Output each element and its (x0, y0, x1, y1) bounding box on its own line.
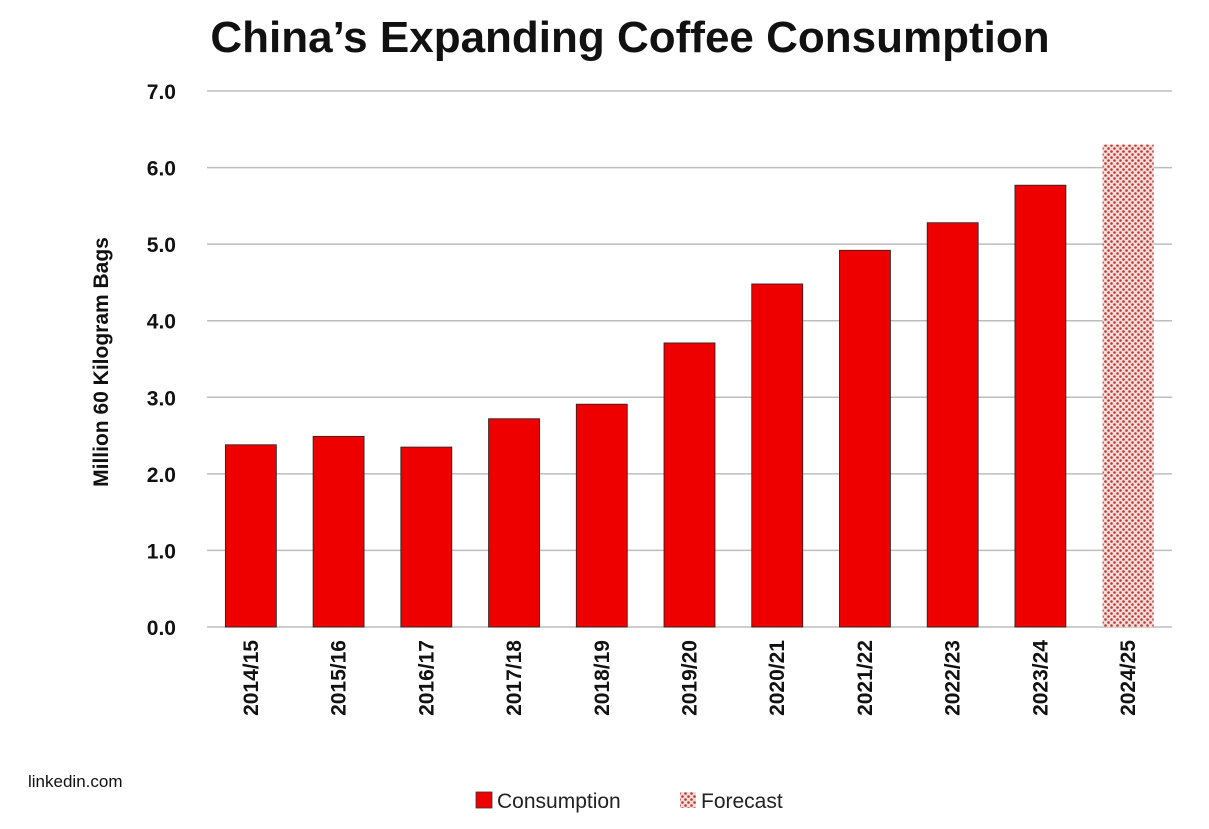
bar-consumption (663, 342, 716, 628)
y-tick-label: 3.0 (147, 387, 176, 410)
bars (224, 144, 1154, 628)
legend-label-consumption: Consumption (497, 790, 621, 813)
legend-swatch-forecast (680, 792, 696, 808)
x-tick-label: 2021/22 (854, 640, 877, 716)
x-tick-label: 2015/16 (328, 640, 351, 716)
y-axis-label: Million 60 Kilogram Bags (90, 237, 113, 487)
bar-consumption (839, 249, 891, 628)
x-tick-label: 2016/17 (415, 640, 438, 716)
bar-consumption (575, 403, 628, 628)
x-tick-label: 2020/21 (766, 640, 789, 716)
x-tick-label: 2024/25 (1117, 640, 1140, 716)
y-tick-label: 7.0 (147, 81, 176, 104)
legend: Consumption Forecast (475, 790, 783, 813)
x-axis-ticks: 2014/15 2015/16 2016/17 2017/18 2018/19 2019/… (240, 640, 1140, 716)
bar-consumption (926, 222, 979, 628)
x-tick-label: 2017/18 (503, 640, 526, 716)
y-tick-label: 2.0 (147, 464, 176, 487)
bar-consumption (488, 418, 540, 628)
source-label: linkedin.com (28, 772, 123, 791)
bar-forecast (1102, 144, 1154, 627)
y-tick-label: 4.0 (147, 311, 176, 334)
x-tick-label: 2014/15 (240, 640, 263, 716)
bar-consumption (1014, 184, 1067, 628)
y-tick-label: 1.0 (147, 540, 176, 563)
chart-title: China’s Expanding Coffee Consumption (210, 13, 1049, 62)
y-tick-label: 6.0 (147, 158, 176, 181)
y-tick-label: 5.0 (147, 234, 176, 257)
x-tick-label: 2019/20 (679, 640, 702, 716)
bar-consumption (400, 446, 453, 628)
x-tick-label: 2022/23 (942, 640, 965, 716)
bar-consumption (751, 283, 804, 628)
legend-swatch-consumption (475, 791, 493, 809)
bar-consumption (224, 444, 277, 628)
y-tick-label: 0.0 (147, 617, 176, 640)
legend-label-forecast: Forecast (701, 790, 783, 813)
x-tick-label: 2023/24 (1029, 640, 1052, 716)
bar-consumption (312, 435, 365, 628)
x-tick-label: 2018/19 (591, 640, 614, 716)
y-axis-ticks: 0.0 1.0 2.0 3.0 4.0 5.0 6.0 7.0 (147, 81, 176, 640)
